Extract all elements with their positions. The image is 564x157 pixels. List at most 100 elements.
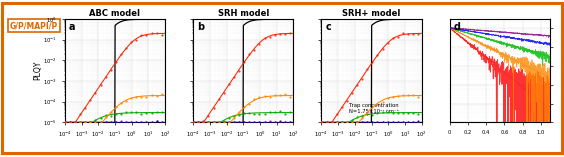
Point — [285, 111, 294, 114]
Point — [65, 121, 74, 124]
Point — [378, 121, 387, 124]
Point — [393, 121, 402, 124]
Point — [358, 121, 367, 124]
Point — [322, 121, 331, 124]
Point — [275, 110, 284, 113]
Point — [332, 113, 341, 115]
Point — [199, 121, 208, 124]
Point — [255, 121, 264, 124]
Point — [111, 112, 120, 115]
Point — [116, 120, 125, 123]
Point — [137, 121, 146, 124]
Point — [280, 33, 289, 35]
Point — [127, 41, 136, 43]
Point — [81, 121, 90, 124]
Point — [250, 112, 259, 115]
Point — [332, 121, 341, 124]
Point — [404, 121, 413, 124]
Point — [193, 121, 202, 124]
Point — [409, 121, 418, 124]
Point — [188, 121, 197, 124]
Point — [157, 121, 166, 123]
Point — [91, 119, 100, 122]
Point — [317, 121, 326, 124]
Y-axis label: PL intensity, a.u.: PL intensity, a.u. — [560, 44, 564, 97]
Point — [230, 117, 239, 120]
Point — [70, 121, 80, 124]
Point — [204, 121, 213, 124]
Point — [219, 121, 228, 124]
Point — [193, 121, 202, 124]
Point — [60, 121, 69, 124]
Point — [96, 121, 105, 124]
Point — [199, 121, 208, 124]
Text: a: a — [69, 22, 76, 32]
Point — [265, 121, 274, 124]
Point — [204, 115, 213, 117]
Point — [260, 95, 269, 97]
Point — [81, 121, 90, 124]
Point — [245, 121, 254, 124]
Point — [76, 121, 85, 124]
Point — [393, 121, 402, 123]
Point — [317, 121, 326, 124]
Point — [342, 121, 351, 124]
Point — [137, 112, 146, 115]
Point — [70, 121, 80, 124]
Point — [209, 121, 218, 124]
Point — [280, 93, 289, 96]
Point — [152, 31, 161, 34]
Point — [219, 121, 228, 124]
Point — [193, 121, 202, 124]
Point — [199, 121, 208, 124]
Point — [363, 68, 372, 71]
Point — [209, 121, 218, 124]
Point — [404, 33, 413, 35]
Point — [65, 121, 74, 124]
Point — [332, 121, 341, 124]
Text: c: c — [325, 22, 331, 32]
Point — [383, 96, 392, 99]
Point — [106, 114, 115, 117]
Point — [81, 121, 90, 124]
Point — [132, 121, 141, 124]
Point — [383, 121, 392, 124]
Point — [86, 121, 95, 124]
Point — [188, 121, 197, 124]
Point — [60, 121, 69, 124]
Point — [337, 121, 346, 124]
Point — [96, 117, 105, 119]
Point — [383, 42, 392, 44]
Point — [70, 121, 80, 124]
Point — [399, 121, 408, 124]
Point — [270, 34, 279, 37]
Point — [347, 119, 356, 121]
Point — [414, 121, 423, 124]
Point — [342, 121, 351, 124]
Point — [322, 121, 331, 124]
Point — [81, 106, 90, 109]
Point — [86, 99, 95, 101]
Point — [111, 121, 120, 123]
Point — [188, 121, 197, 124]
Point — [373, 103, 382, 106]
Point — [142, 120, 151, 123]
Point — [358, 77, 367, 80]
Point — [230, 76, 239, 78]
Point — [106, 121, 115, 124]
Point — [101, 114, 110, 117]
Point — [404, 93, 413, 96]
Point — [378, 100, 387, 103]
Point — [327, 121, 336, 124]
Point — [70, 121, 80, 124]
Point — [121, 121, 130, 124]
Point — [280, 120, 289, 123]
Point — [383, 121, 392, 123]
Point — [373, 54, 382, 57]
Point — [373, 111, 382, 114]
Point — [121, 46, 130, 49]
Point — [373, 121, 382, 124]
Point — [265, 35, 274, 38]
Point — [409, 32, 418, 35]
Point — [240, 60, 249, 63]
